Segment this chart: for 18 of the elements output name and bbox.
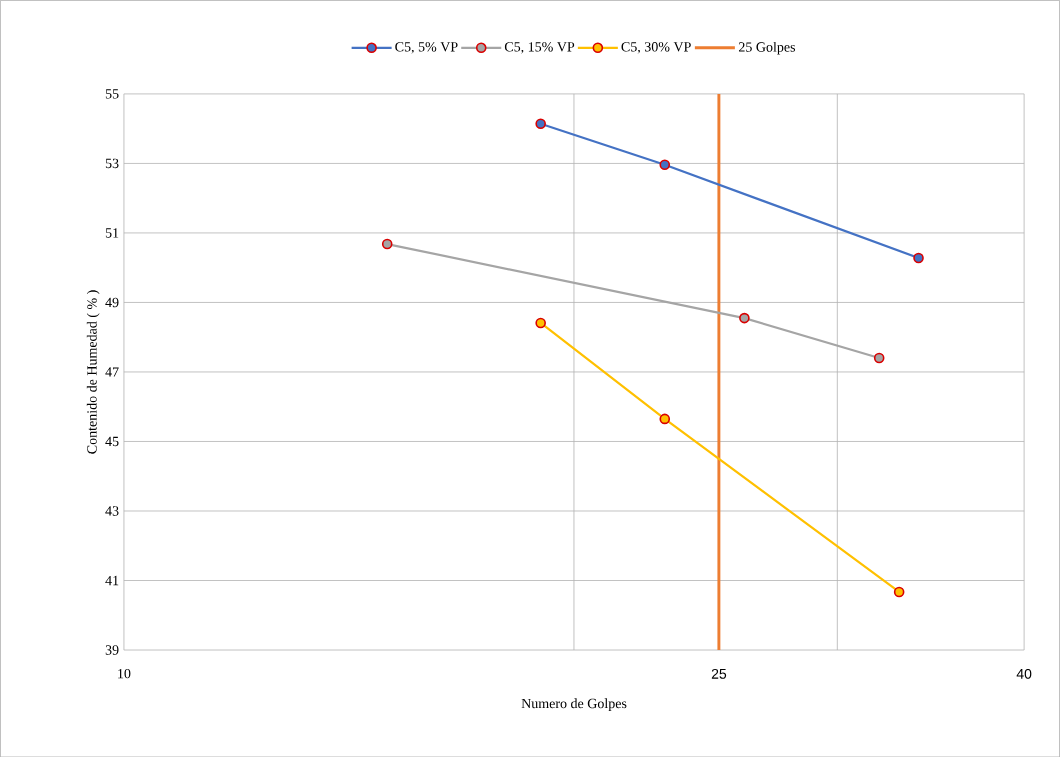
y-tick-label: 41: [105, 575, 119, 585]
legend-label: C5, 30% VP: [621, 41, 691, 54]
y-tick-label: 55: [105, 89, 119, 99]
legend-label: 25 Golpes: [738, 41, 796, 55]
y-tick-label: 47: [105, 367, 119, 377]
y-tick-label: 51: [105, 228, 119, 238]
y-axis-title: Contenido de Humedad ( % ): [86, 290, 100, 454]
x-tick-label: 40: [1016, 668, 1032, 679]
x-tick-label: 10: [118, 668, 131, 679]
y-tick-label: 53: [105, 158, 119, 168]
y-tick-label: 45: [105, 436, 119, 446]
y-tick-label: 49: [105, 297, 119, 307]
y-tick-label: 43: [105, 506, 119, 516]
legend-label: C5, 5% VP: [395, 41, 458, 54]
legend-label: C5, 15% VP: [504, 41, 575, 54]
x-axis-title: Numero de Golpes: [521, 698, 627, 711]
y-tick-label: 39: [105, 645, 119, 655]
x-tick-label: 25: [711, 668, 727, 679]
